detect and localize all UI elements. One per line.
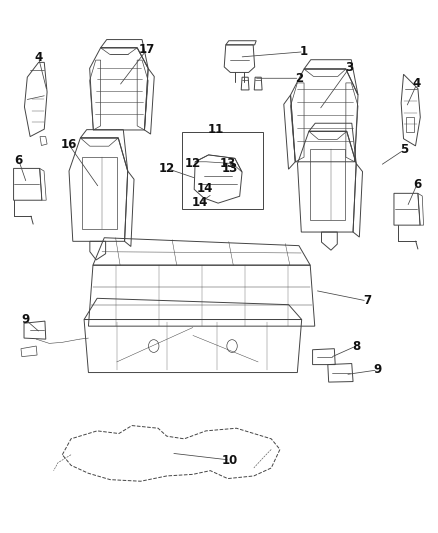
Text: 12: 12 [185, 157, 201, 169]
Text: 14: 14 [191, 196, 208, 209]
Text: 13: 13 [219, 157, 236, 169]
Text: 17: 17 [139, 43, 155, 55]
Text: 11: 11 [208, 123, 224, 136]
Text: 8: 8 [352, 340, 360, 352]
Text: 9: 9 [374, 364, 382, 376]
Text: 16: 16 [60, 138, 77, 151]
Text: 13: 13 [222, 162, 238, 175]
Text: 4: 4 [413, 77, 421, 90]
Text: 3: 3 [346, 61, 353, 74]
Text: 9: 9 [21, 313, 29, 326]
Text: 6: 6 [14, 154, 23, 167]
Text: 6: 6 [413, 178, 421, 191]
Text: 4: 4 [34, 51, 42, 63]
Text: 12: 12 [159, 162, 175, 175]
Text: 2: 2 [296, 72, 304, 85]
Text: 5: 5 [400, 143, 408, 156]
Text: 10: 10 [222, 454, 238, 466]
Text: 7: 7 [363, 294, 371, 308]
Text: 1: 1 [300, 45, 308, 58]
Text: 14: 14 [197, 182, 213, 195]
